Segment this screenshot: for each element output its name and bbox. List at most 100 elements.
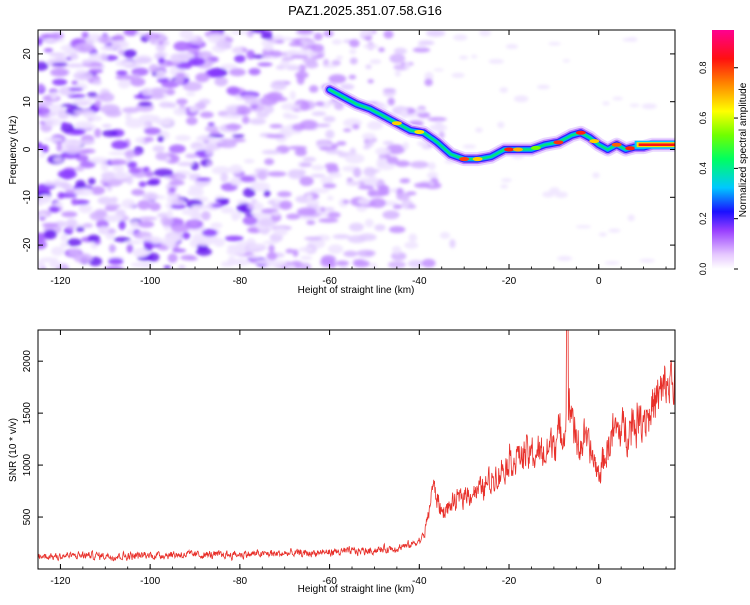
- heatmap-noise-blob: [168, 180, 185, 186]
- heatmap-noise-blob: [190, 205, 199, 212]
- heatmap-noise-blob: [325, 129, 335, 139]
- heatmap-noise-blob: [168, 144, 186, 154]
- heatmap-noise-blob: [241, 115, 250, 124]
- heatmap-noise-blob: [258, 96, 278, 106]
- heatmap-noise-blob: [273, 227, 288, 237]
- snr-plot-area: [38, 330, 675, 562]
- heatmap-noise-blob: [427, 162, 436, 171]
- heatmap-noise-blob: [66, 63, 86, 68]
- snr-xtick-label: -60: [322, 576, 337, 587]
- snr-xtick-label: -120: [50, 576, 70, 587]
- heatmap-noise-blob: [300, 255, 313, 261]
- heatmap-noise-blob: [266, 251, 278, 261]
- heatmap-noise-blob: [399, 178, 411, 184]
- heatmap-noise-blob: [393, 47, 407, 55]
- snr-axes: -120 -100 -80 -60 -40 -20 0 500 1000 1500 2000: [22, 330, 675, 587]
- ridge-hotspot: [589, 139, 600, 144]
- heatmap-noise-blob: [343, 128, 352, 132]
- snr-ytick-label: 1000: [22, 454, 33, 477]
- heatmap-noise-blob: [38, 212, 48, 218]
- heatmap-noise-blob: [195, 72, 210, 83]
- heatmap-noise-blob: [382, 210, 400, 220]
- heatmap-noise-blob: [122, 107, 140, 114]
- heatmap-noise-blob: [186, 91, 196, 97]
- heatmap-noise-blob: [137, 199, 151, 210]
- heatmap-noise-blob: [344, 153, 365, 164]
- heatmap-noise-blob: [263, 240, 278, 245]
- spectrogram-ylabel: Frequency (Hz): [8, 116, 19, 185]
- heatmap-faint-blob: [612, 96, 623, 101]
- heatmap-noise-blob: [298, 246, 314, 252]
- heatmap-noise-blob: [122, 49, 137, 58]
- heatmap-noise-blob: [81, 31, 89, 39]
- heatmap-noise-blob: [364, 218, 374, 228]
- heatmap-noise-blob: [322, 64, 338, 69]
- heatmap-faint-blob: [499, 87, 508, 93]
- heatmap-noise-blob: [257, 62, 273, 67]
- heatmap-noise-blob: [417, 112, 431, 119]
- spectrogram-xtick-label: -60: [322, 276, 337, 287]
- heatmap-noise-blob: [325, 149, 344, 155]
- heatmap-noise-blob: [86, 92, 98, 97]
- heatmap-noise-blob: [352, 124, 360, 130]
- heatmap-faint-blob: [554, 191, 568, 198]
- heatmap-noise-blob: [166, 209, 173, 220]
- heatmap-noise-blob: [108, 243, 116, 254]
- heatmap-noise-blob: [102, 129, 118, 138]
- heatmap-noise-blob: [220, 206, 235, 214]
- heatmap-noise-blob: [116, 70, 128, 76]
- heatmap-noise-blob: [205, 68, 224, 78]
- heatmap-noise-blob: [60, 233, 68, 242]
- heatmap-noise-blob: [339, 266, 349, 269]
- heatmap-noise-blob: [74, 121, 93, 130]
- heatmap-noise-blob: [299, 262, 312, 269]
- heatmap-noise-blob: [229, 164, 243, 175]
- heatmap-faint-blob: [604, 261, 620, 265]
- heatmap-noise-blob: [75, 69, 88, 74]
- heatmap-noise-blob: [165, 88, 176, 96]
- heatmap-noise-blob: [289, 90, 296, 101]
- heatmap-noise-blob: [186, 116, 198, 126]
- heatmap-noise-blob: [342, 199, 350, 204]
- heatmap-noise-blob: [367, 79, 374, 84]
- heatmap-noise-blob: [94, 99, 102, 108]
- heatmap-noise-blob: [131, 73, 140, 79]
- heatmap-faint-blob: [629, 103, 640, 107]
- heatmap-noise-blob: [232, 258, 251, 266]
- heatmap-noise-blob: [215, 40, 232, 49]
- heatmap-noise-blob: [125, 111, 132, 122]
- heatmap-noise-blob: [149, 202, 161, 212]
- heatmap-noise-blob: [310, 173, 326, 178]
- heatmap-noise-blob: [157, 57, 165, 64]
- heatmap-noise-blob: [210, 222, 223, 229]
- heatmap-noise-blob: [263, 189, 271, 198]
- heatmap-noise-blob: [323, 207, 335, 212]
- heatmap-noise-blob: [246, 49, 255, 60]
- heatmap-noise-blob: [161, 117, 175, 128]
- heatmap-noise-blob: [221, 114, 241, 119]
- heatmap-noise-blob: [209, 130, 221, 135]
- heatmap-noise-blob: [57, 192, 78, 198]
- heatmap-noise-blob: [369, 59, 382, 65]
- heatmap-noise-blob: [167, 253, 178, 263]
- spectrogram-xtick-label: -100: [140, 276, 160, 287]
- ridge-hotspot: [391, 121, 402, 126]
- heatmap-noise-blob: [175, 134, 191, 142]
- heatmap-noise-blob: [50, 246, 65, 256]
- heatmap-noise-blob: [88, 68, 104, 74]
- snr-ytick-label: 1500: [22, 402, 33, 425]
- heatmap-noise-blob: [44, 117, 61, 127]
- heatmap-noise-blob: [363, 145, 371, 150]
- heatmap-noise-blob: [394, 70, 401, 77]
- colorbar-tick-label: 0.2: [698, 212, 708, 225]
- snr-ytick-label: 2000: [22, 350, 33, 373]
- heatmap-noise-blob: [297, 30, 313, 34]
- heatmap-noise-blob: [246, 226, 259, 234]
- heatmap-noise-blob: [89, 156, 109, 164]
- heatmap-noise-blob: [416, 108, 426, 114]
- heatmap-noise-blob: [258, 218, 277, 227]
- heatmap-noise-blob: [155, 45, 166, 52]
- heatmap-noise-blob: [331, 39, 342, 45]
- heatmap-noise-blob: [112, 165, 125, 172]
- heatmap-noise-blob: [315, 101, 325, 107]
